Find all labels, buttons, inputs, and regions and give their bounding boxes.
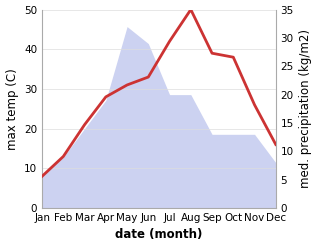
Y-axis label: med. precipitation (kg/m2): med. precipitation (kg/m2) [300,29,313,188]
X-axis label: date (month): date (month) [115,228,203,242]
Y-axis label: max temp (C): max temp (C) [5,68,18,150]
